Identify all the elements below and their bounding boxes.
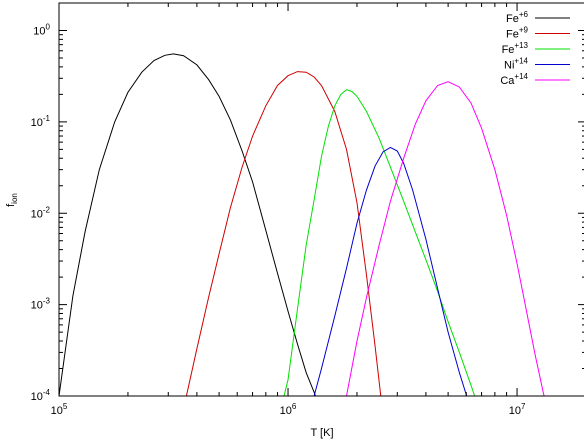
legend-label: Ca+14 (500, 72, 528, 87)
y-tick-label: 100 (33, 23, 50, 38)
y-axis-label: fion (5, 193, 19, 207)
plot-frame (58, 2, 584, 397)
legend-label: Fe+9 (506, 26, 529, 41)
x-axis-ticks: 105 106 107 (51, 3, 526, 417)
series-line-4 (346, 81, 545, 396)
series-line-0 (59, 53, 316, 396)
legend-label: Ni+14 (504, 57, 529, 72)
series-line-3 (313, 146, 468, 396)
x-tick-label: 107 (509, 402, 526, 417)
legend-label: Fe+13 (502, 41, 529, 56)
x-tick-label: 106 (280, 402, 297, 417)
y-tick-label: 10-1 (31, 114, 51, 129)
y-tick-label: 10-4 (31, 388, 51, 403)
series-line-1 (185, 71, 382, 396)
x-tick-label: 105 (51, 402, 68, 417)
legend-label: Fe+6 (506, 10, 529, 25)
series-line-2 (283, 89, 476, 396)
series-curves (59, 53, 545, 396)
y-tick-label: 10-3 (31, 297, 51, 312)
y-axis-ticks: 10-4 10-3 10-2 10-1 100 (31, 2, 584, 403)
y-tick-label: 10-2 (31, 205, 51, 220)
x-axis-label: T [K] (310, 427, 333, 439)
